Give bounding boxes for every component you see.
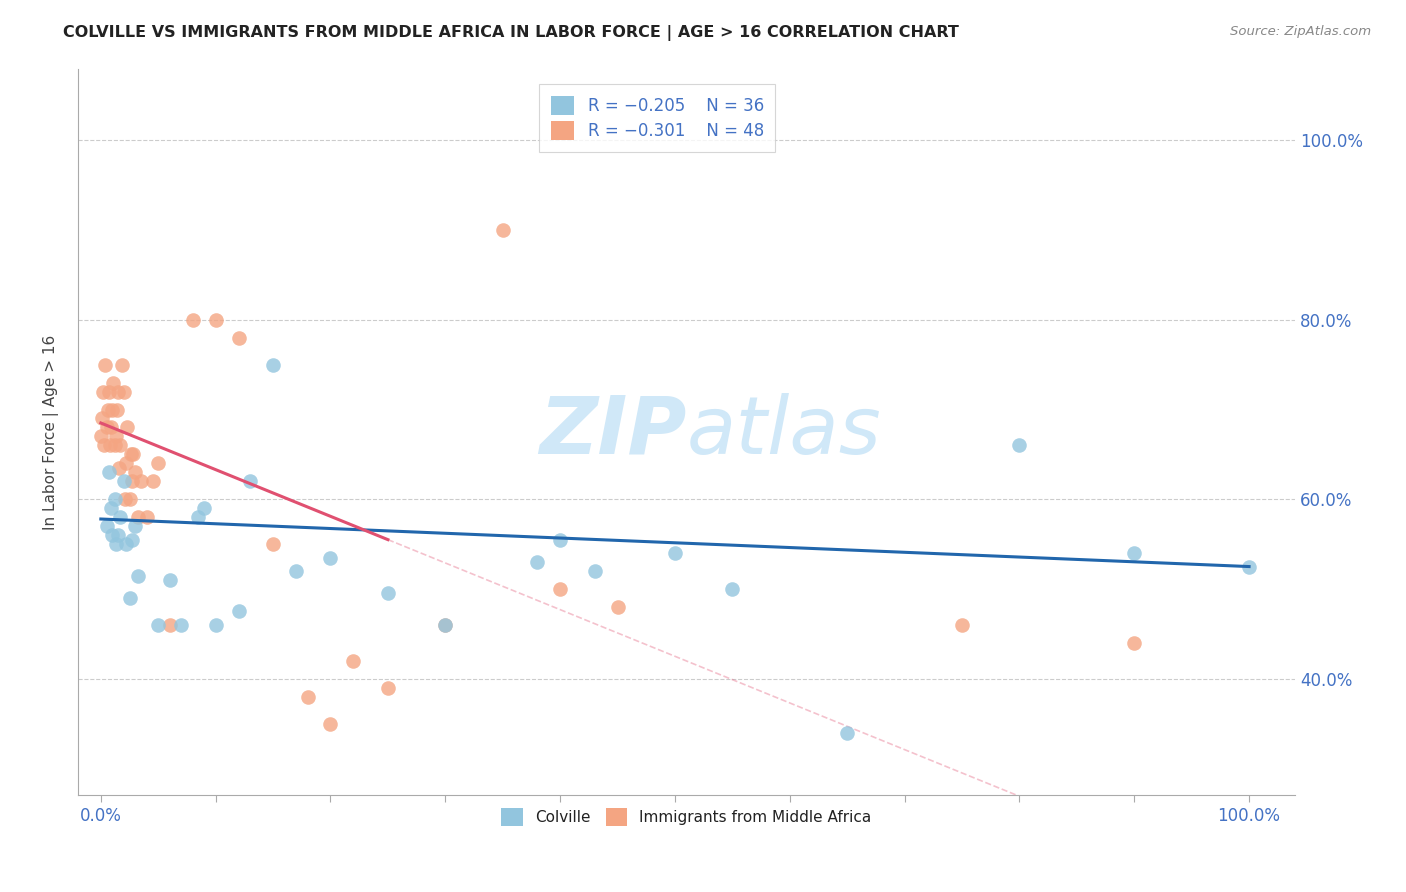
Point <box>204 618 226 632</box>
Point <box>96 420 118 434</box>
Text: Source: ZipAtlas.com: Source: ZipAtlas.com <box>1230 25 1371 38</box>
Point <box>97 402 120 417</box>
Point <box>104 429 127 443</box>
Point <box>548 533 571 547</box>
Point <box>228 604 250 618</box>
Point <box>93 438 115 452</box>
Point <box>110 358 132 372</box>
Point <box>104 492 127 507</box>
Point <box>103 376 125 390</box>
Point <box>187 510 209 524</box>
Point <box>548 582 571 596</box>
Point <box>148 618 170 632</box>
Point <box>1123 636 1146 650</box>
Point <box>837 725 859 739</box>
Point <box>96 519 118 533</box>
Point <box>262 358 284 372</box>
Point <box>377 681 399 695</box>
Point <box>129 475 152 489</box>
Point <box>127 568 149 582</box>
Point <box>1008 438 1031 452</box>
Point <box>492 223 515 237</box>
Point <box>228 331 250 345</box>
Point <box>170 618 193 632</box>
Point <box>193 501 215 516</box>
Point <box>112 475 135 489</box>
Point <box>100 501 122 516</box>
Point <box>118 492 141 507</box>
Point <box>664 546 686 560</box>
Point <box>117 420 139 434</box>
Point <box>950 618 973 632</box>
Point <box>100 420 122 434</box>
Point <box>121 475 143 489</box>
Point <box>181 313 204 327</box>
Point <box>101 402 124 417</box>
Point <box>148 456 170 470</box>
Point <box>319 716 342 731</box>
Point <box>239 475 262 489</box>
Point <box>319 550 342 565</box>
Point <box>606 599 628 614</box>
Point <box>97 384 120 399</box>
Point <box>94 358 117 372</box>
Point <box>114 492 136 507</box>
Point <box>107 528 129 542</box>
Text: ZIP: ZIP <box>538 393 686 471</box>
Text: atlas: atlas <box>686 393 882 471</box>
Point <box>262 537 284 551</box>
Point <box>127 510 149 524</box>
Point <box>105 402 128 417</box>
Point <box>342 654 364 668</box>
Point <box>91 384 114 399</box>
Legend: Colville, Immigrants from Middle Africa: Colville, Immigrants from Middle Africa <box>492 799 880 835</box>
Point <box>104 438 127 452</box>
Point <box>104 537 127 551</box>
Point <box>721 582 744 596</box>
Point <box>159 618 181 632</box>
Point <box>91 411 114 425</box>
Point <box>121 533 143 547</box>
Point <box>108 460 131 475</box>
Point <box>110 438 132 452</box>
Point <box>120 447 142 461</box>
Point <box>97 466 120 480</box>
Point <box>434 618 457 632</box>
Point <box>110 510 132 524</box>
Point <box>124 519 146 533</box>
Point <box>135 510 157 524</box>
Point <box>297 690 319 704</box>
Point <box>204 313 226 327</box>
Point <box>159 573 181 587</box>
Point <box>112 384 135 399</box>
Point <box>1237 559 1260 574</box>
Point <box>98 438 121 452</box>
Point <box>377 586 399 600</box>
Point <box>115 456 138 470</box>
Point <box>434 618 457 632</box>
Text: COLVILLE VS IMMIGRANTS FROM MIDDLE AFRICA IN LABOR FORCE | AGE > 16 CORRELATION : COLVILLE VS IMMIGRANTS FROM MIDDLE AFRIC… <box>63 25 959 41</box>
Point <box>285 564 308 578</box>
Point <box>90 429 112 443</box>
Point <box>107 384 129 399</box>
Point <box>118 591 141 605</box>
Point <box>1123 546 1146 560</box>
Point <box>122 447 145 461</box>
Point <box>124 466 146 480</box>
Point <box>526 555 548 569</box>
Point <box>101 528 124 542</box>
Y-axis label: In Labor Force | Age > 16: In Labor Force | Age > 16 <box>44 334 59 530</box>
Point <box>583 564 606 578</box>
Point <box>115 537 138 551</box>
Point <box>141 475 163 489</box>
